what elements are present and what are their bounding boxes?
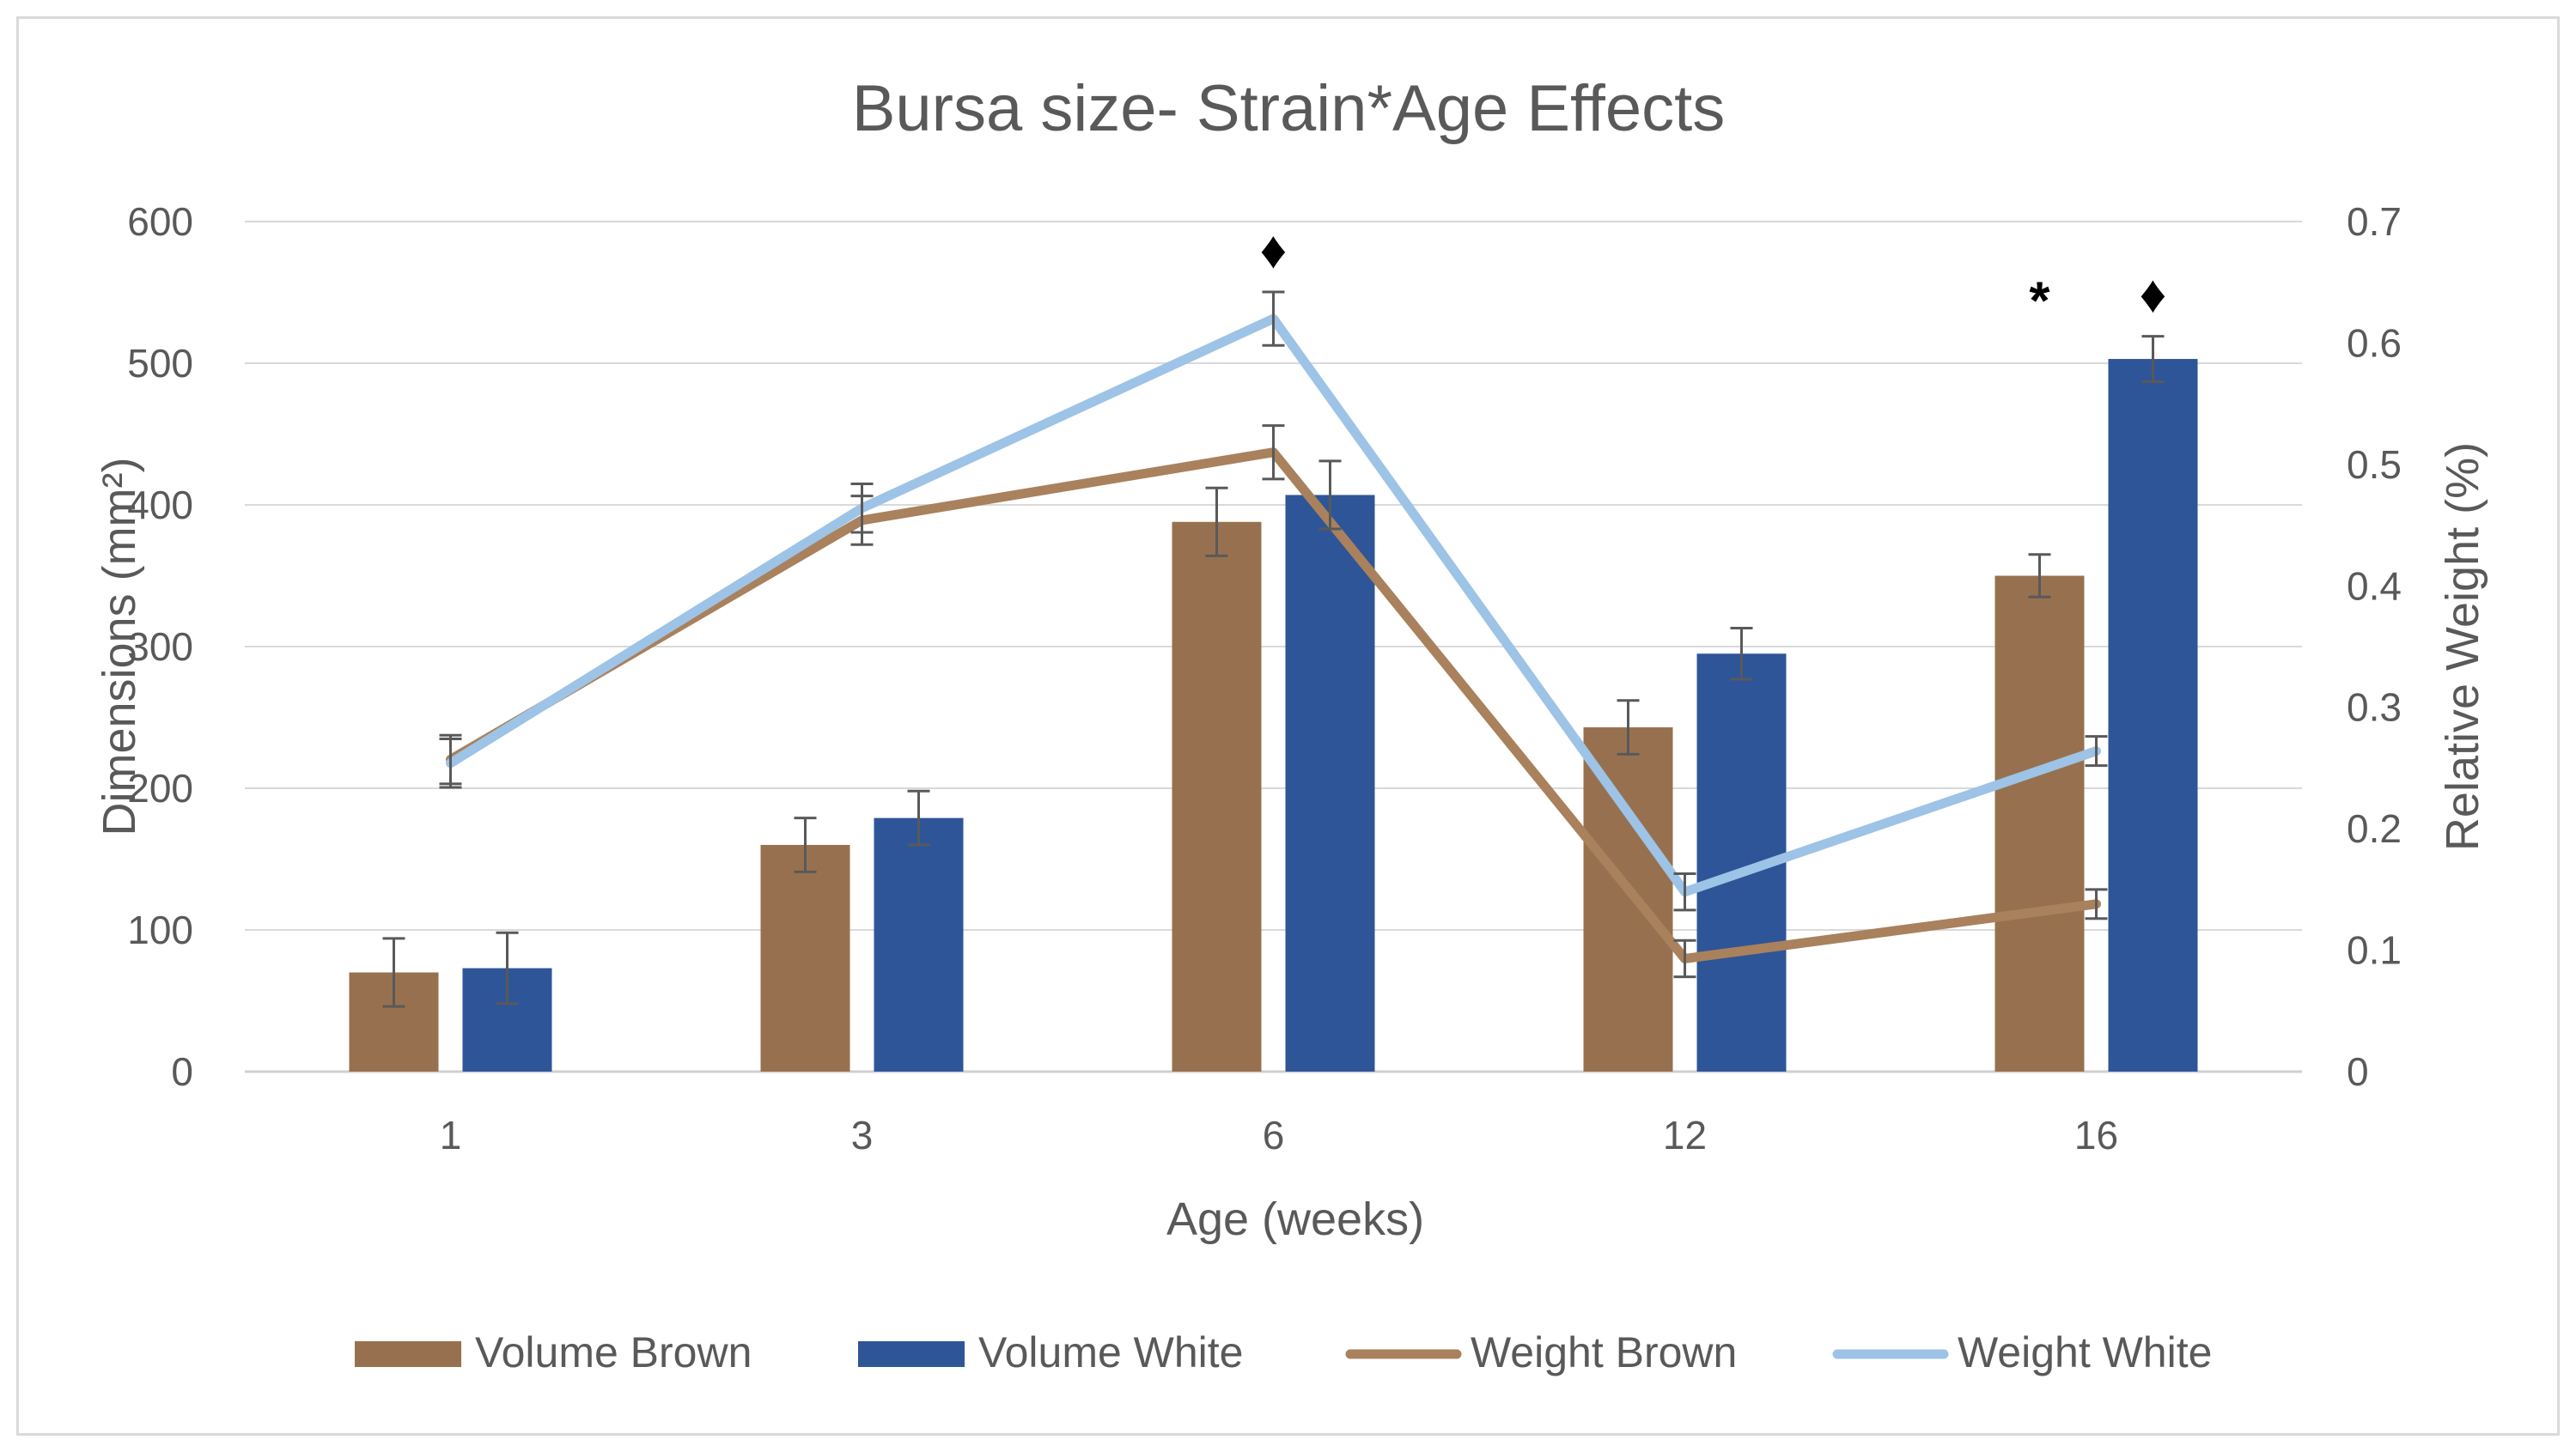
significance-marker: ♦ (2140, 265, 2167, 325)
y2-tick-label: 0.7 (2347, 199, 2402, 244)
y2-tick-label: 0.2 (2347, 806, 2402, 851)
significance-markers: ♦ * ♦ (1260, 221, 2167, 331)
gridlines (245, 221, 2302, 1073)
y-tick-label: 400 (127, 483, 193, 527)
y-tick-label: 300 (127, 624, 193, 669)
y-tick-label: 100 (127, 908, 193, 952)
y2-tick-label: 0.4 (2347, 563, 2402, 608)
series-line (446, 447, 2101, 963)
legend: Volume Brown Volume White Weight Brown Weig… (355, 1328, 2212, 1376)
bar (2108, 359, 2198, 1072)
lines (446, 313, 2101, 963)
x-axis-title: Age (weeks) (1166, 1194, 1424, 1245)
legend-swatch (858, 1341, 965, 1367)
significance-marker: * (2029, 272, 2050, 331)
legend-label: Weight Brown (1471, 1328, 1737, 1376)
legend-swatch (355, 1341, 461, 1367)
y2-axis-title: Relative Weight (%) (2437, 442, 2488, 851)
x-tick-label: 3 (851, 1113, 874, 1157)
significance-marker: ♦ (1260, 221, 1288, 280)
y-axis-title: Dimensions (mm²) (94, 457, 145, 835)
bar (760, 845, 850, 1072)
y2-tick-label: 0.3 (2347, 685, 2402, 730)
y2-tick-label: 0.1 (2347, 928, 2402, 973)
bar (1172, 521, 1262, 1072)
legend-label: Weight White (1958, 1328, 2212, 1376)
bar (874, 817, 964, 1072)
y2-tick-label: 0.5 (2347, 442, 2402, 487)
x-tick-label: 12 (1663, 1113, 1707, 1157)
error-bars (382, 290, 2165, 1008)
chart-title: Bursa size- Strain*Age Effects (852, 72, 1726, 145)
y2-tick-label: 0 (2347, 1049, 2369, 1094)
y-tick-label: 200 (127, 766, 193, 811)
x-tick-label: 16 (2074, 1113, 2118, 1157)
bar (1285, 495, 1375, 1072)
x-tick-label: 1 (440, 1113, 462, 1157)
y-tick-label: 500 (127, 341, 193, 386)
bar (1583, 727, 1673, 1072)
legend-label: Volume White (978, 1328, 1243, 1376)
x-tick-label: 6 (1263, 1113, 1285, 1157)
axis-ticks: 0 100 200 300 400 500 600 0 0.1 0.2 0.3 0.4 0.5 0.6 0.… (127, 199, 2402, 1157)
series-line (446, 313, 2101, 897)
bar (1994, 575, 2085, 1072)
y2-tick-label: 0.6 (2347, 320, 2402, 365)
y-tick-label: 600 (127, 199, 193, 244)
y-tick-label: 0 (171, 1049, 193, 1094)
legend-label: Volume Brown (475, 1328, 752, 1376)
